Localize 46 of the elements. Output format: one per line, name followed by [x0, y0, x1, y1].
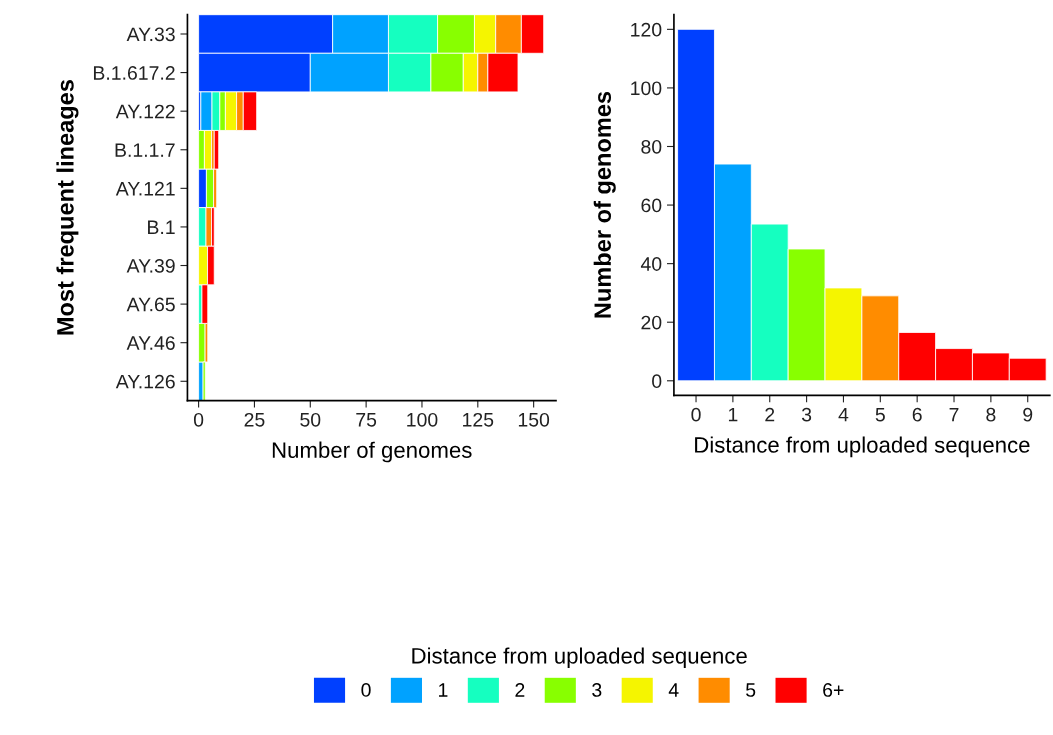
legend-label: 4	[668, 683, 679, 697]
y-tick-label: AY.33	[126, 27, 175, 42]
x-tick-label: 2	[765, 407, 775, 422]
legend-label: 6+	[823, 683, 844, 697]
x-tick-label: 150	[518, 412, 550, 427]
legend-label: 5	[746, 683, 756, 697]
y-tick-label: AY.65	[126, 297, 175, 312]
y-tick-label: AY.126	[115, 374, 175, 389]
y-tick-label: B.1.617.2	[93, 66, 175, 80]
x-tick-label: 125	[463, 412, 494, 427]
x-axis-title: Distance from uploaded sequence	[695, 436, 1030, 458]
y-tick-label: 100	[631, 81, 662, 96]
x-tick-label: 9	[1023, 407, 1033, 422]
x-tick-label: 3	[801, 407, 812, 422]
x-tick-label: 7	[949, 407, 959, 422]
x-axis-title: Number of genomes	[272, 441, 472, 463]
x-tick-label: 6	[912, 407, 922, 422]
y-tick-label: AY.122	[115, 104, 175, 119]
x-tick-label: 0	[691, 407, 701, 422]
y-tick-label: 0	[652, 374, 662, 389]
legend-label: 2	[515, 683, 525, 697]
x-tick-label: 8	[986, 407, 996, 422]
x-tick-label: 50	[300, 412, 321, 427]
y-tick-label: AY.121	[115, 181, 175, 196]
y-tick-label: 60	[641, 198, 662, 213]
legend-label: 1	[439, 683, 448, 697]
y-tick-label: 20	[641, 315, 662, 330]
y-tick-label: 80	[641, 139, 662, 154]
y-axis-title: Number of genomes	[593, 91, 616, 318]
legend-title: Distance from uploaded sequence	[412, 647, 747, 669]
y-tick-label: AY.46	[126, 336, 175, 350]
x-tick-label: 0	[193, 412, 204, 427]
y-axis-title: Most frequent lineages	[56, 80, 79, 335]
y-tick-label: B.1	[148, 220, 175, 234]
y-tick-label: 40	[640, 257, 662, 271]
legend-label: 3	[592, 683, 602, 697]
x-tick-label: 100	[407, 412, 438, 427]
legend-label: 0	[361, 683, 371, 697]
y-tick-label: 120	[631, 22, 662, 37]
y-tick-label: B.1.1.7	[115, 143, 175, 157]
x-tick-label: 5	[875, 407, 885, 422]
x-tick-label: 4	[838, 407, 849, 422]
x-tick-label: 25	[244, 412, 265, 427]
y-tick-label: AY.39	[126, 258, 175, 273]
x-tick-label: 1	[728, 407, 738, 422]
x-tick-label: 75	[356, 413, 377, 427]
